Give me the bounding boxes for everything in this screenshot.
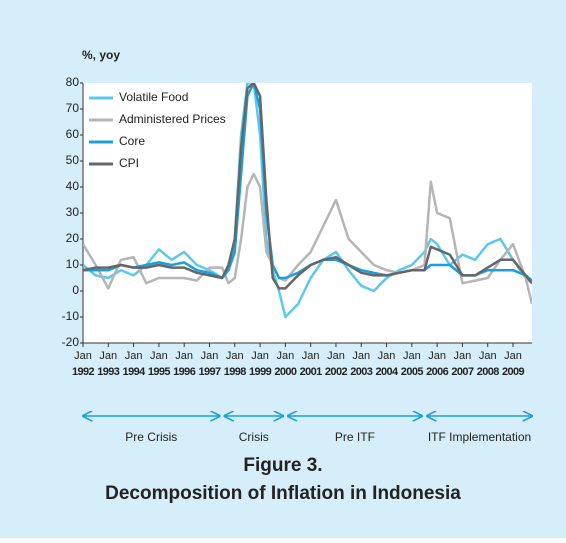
x-tick-label: Jan — [302, 350, 320, 362]
x-tick-label: Jan — [226, 350, 244, 362]
x-tick-label: Jan — [125, 350, 143, 362]
y-axis-label: %, yoy — [82, 48, 120, 62]
y-tick-label: 30 — [66, 205, 80, 219]
figure-label: Figure 3. — [243, 455, 322, 476]
x-tick-year: 2005 — [401, 366, 424, 378]
x-tick-year: 1997 — [198, 366, 221, 378]
x-tick-label: Jan — [454, 350, 472, 362]
x-tick-label: Jan — [504, 350, 522, 362]
y-tick-label: 50 — [66, 153, 80, 167]
x-tick-label: Jan — [403, 350, 421, 362]
x-tick-label: Jan — [352, 350, 370, 362]
x-tick-label: Jan — [378, 350, 396, 362]
x-tick-year: 2008 — [477, 366, 500, 378]
y-tick-label: 20 — [66, 231, 80, 245]
legend-label: Core — [119, 134, 145, 148]
series-line — [83, 83, 532, 290]
y-tick-label: 40 — [66, 179, 80, 193]
x-tick-year: 1996 — [173, 366, 196, 378]
plot-area — [83, 83, 532, 343]
y-tick-label: 10 — [66, 257, 80, 271]
x-tick-year: 2002 — [325, 366, 348, 378]
x-tick-label: Jan — [74, 350, 92, 362]
x-tick-year: 2000 — [274, 366, 297, 378]
x-tick-year: 2001 — [300, 366, 323, 378]
x-tick-year: 2006 — [426, 366, 449, 378]
period-label: Pre ITF — [335, 430, 375, 444]
period-label: Crisis — [239, 430, 269, 444]
y-tick-label: 0 — [72, 283, 79, 297]
x-tick-label: Jan — [150, 350, 168, 362]
x-tick-year: 1994 — [123, 366, 147, 378]
x-tick-year: 1992 — [72, 366, 95, 378]
legend-label: CPI — [119, 156, 139, 170]
period-label: ITF Implementation — [428, 430, 531, 444]
x-tick-year: 2003 — [350, 366, 373, 378]
x-tick-year: 1995 — [148, 366, 171, 378]
x-tick-label: Jan — [201, 350, 219, 362]
y-tick-label: 80 — [66, 75, 80, 89]
x-tick-label: Jan — [479, 350, 497, 362]
x-tick-label: Jan — [276, 350, 294, 362]
y-tick-label: -10 — [62, 309, 80, 323]
x-tick-year: 2004 — [376, 366, 400, 378]
period-label: Pre Crisis — [125, 430, 177, 444]
x-tick-year: 1999 — [249, 366, 272, 378]
legend-label: Administered Prices — [119, 112, 226, 126]
x-tick-label: Jan — [175, 350, 193, 362]
legend-label: Volatile Food — [119, 90, 188, 104]
y-tick-label: 70 — [66, 101, 80, 115]
chart-title: Decomposition of Inflation in Indonesia — [105, 483, 461, 504]
x-tick-year: 2007 — [451, 366, 474, 378]
x-tick-label: Jan — [327, 350, 345, 362]
x-tick-year: 1993 — [97, 366, 120, 378]
x-tick-year: 2009 — [502, 366, 525, 378]
x-tick-label: Jan — [99, 350, 117, 362]
series-line — [83, 172, 532, 305]
series-line — [83, 83, 532, 282]
lines — [83, 83, 532, 319]
x-tick-label: Jan — [251, 350, 269, 362]
y-tick-label: -20 — [62, 335, 80, 349]
y-tick-label: 60 — [66, 127, 80, 141]
x-tick-year: 1998 — [224, 366, 247, 378]
x-tick-label: Jan — [428, 350, 446, 362]
